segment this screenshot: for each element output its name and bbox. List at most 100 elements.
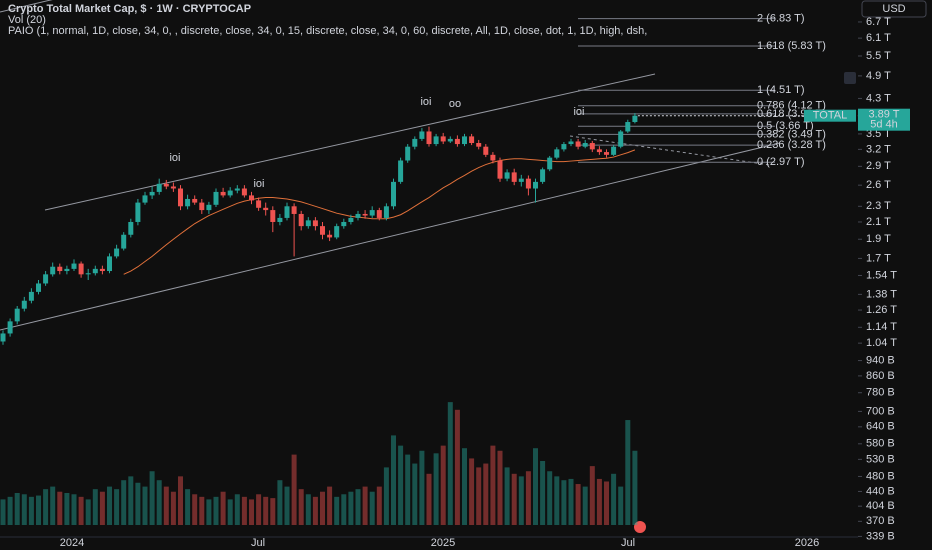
- y-tick-label: 1.26 T: [866, 304, 897, 316]
- candle-body: [249, 195, 254, 201]
- fib-label: 0.786 (4.12 T): [757, 100, 826, 112]
- volume-bar: [50, 486, 56, 525]
- volume-bar: [7, 496, 13, 525]
- candle-body: [78, 263, 84, 275]
- volume-bar: [447, 402, 453, 525]
- candle-body: [625, 122, 631, 132]
- volume-bar: [92, 489, 98, 525]
- settings-icon[interactable]: [844, 72, 856, 84]
- volume-bar: [412, 463, 418, 525]
- volume-bar: [213, 496, 219, 525]
- volume-bar: [611, 473, 617, 525]
- volume-bar: [547, 471, 553, 525]
- volume-bar: [107, 486, 112, 525]
- candle-body: [568, 141, 574, 145]
- volume-bar: [199, 496, 205, 525]
- volume-bar: [362, 486, 368, 525]
- event-icon[interactable]: [634, 521, 646, 533]
- y-tick-label: 370 B: [866, 515, 895, 527]
- volume-bar: [178, 476, 183, 525]
- volume-bar: [405, 454, 411, 525]
- volume-bar: [64, 493, 70, 525]
- candle-body: [14, 308, 20, 322]
- candle-body: [433, 136, 439, 145]
- candle-body: [0, 333, 6, 342]
- chart-title: Crypto Total Market Cap, $ · 1W · CRYPTO…: [8, 3, 251, 15]
- candle-body: [355, 213, 361, 218]
- volume-bar: [142, 486, 148, 525]
- candle-body: [107, 256, 112, 272]
- volume-bar: [426, 473, 432, 525]
- volume-bar: [43, 489, 49, 525]
- annotation: ioi: [253, 178, 264, 190]
- volume-bar: [383, 467, 389, 525]
- volume-bar: [241, 496, 247, 525]
- volume-bar: [149, 471, 155, 525]
- price-tag-bg: [858, 108, 910, 131]
- volume-bar: [163, 486, 169, 525]
- candle-body: [554, 149, 560, 158]
- volume-bar: [490, 445, 496, 525]
- candle-body: [462, 136, 467, 145]
- candle-body: [156, 183, 162, 192]
- candle-body: [21, 300, 27, 309]
- x-tick-label: 2024: [60, 537, 84, 549]
- volume-bar: [596, 478, 602, 525]
- y-tick-label: 2.3 T: [866, 200, 891, 212]
- candle-body: [121, 234, 127, 249]
- volume-bar: [185, 489, 191, 525]
- volume-bar: [327, 486, 333, 525]
- channel-top: [0, 0, 53, 13]
- candle-body: [57, 266, 63, 272]
- candle-body: [369, 210, 375, 216]
- candle-body: [483, 146, 489, 155]
- volume-bar: [21, 494, 27, 525]
- currency-button[interactable]: [861, 0, 927, 18]
- volume-bar: [419, 450, 425, 525]
- volume-bar: [454, 409, 460, 525]
- candle-body: [7, 321, 13, 334]
- volume-bar: [206, 499, 212, 525]
- volume-bar: [128, 476, 134, 525]
- volume-bar: [483, 463, 489, 525]
- fib-label: 1 (4.51 T): [757, 84, 805, 96]
- candle-body: [220, 191, 226, 196]
- candle-body: [92, 268, 98, 274]
- candle-body: [241, 188, 247, 196]
- candle-body: [327, 234, 333, 238]
- price-tag-name: TOTAL: [813, 110, 847, 122]
- candle-body: [43, 274, 49, 284]
- candle-body: [454, 138, 460, 145]
- candle-body: [277, 217, 283, 222]
- candle-body: [398, 160, 404, 182]
- y-tick-label: 1.14 T: [866, 321, 897, 333]
- volume-bar: [589, 466, 595, 525]
- candle-body: [36, 283, 41, 292]
- volume-bar: [476, 467, 482, 525]
- y-tick-label: 2.1 T: [866, 216, 891, 228]
- volume-bar: [462, 448, 467, 525]
- candle-body: [298, 213, 304, 227]
- annotation: ioi: [573, 106, 584, 118]
- candle-body: [362, 213, 368, 216]
- y-tick-label: 6.7 T: [866, 16, 891, 28]
- candle-body: [163, 183, 169, 187]
- indicator-paio: PAIO (1, normal, 1D, close, 34, 0, , dis…: [8, 25, 647, 37]
- volume-bar: [568, 478, 574, 525]
- volume-bar: [227, 499, 233, 525]
- y-tick-label: 3.2 T: [866, 143, 891, 155]
- volume-bar: [341, 494, 347, 525]
- candle-body: [611, 146, 617, 155]
- volume-bar: [249, 499, 254, 525]
- y-tick-label: 580 B: [866, 438, 895, 450]
- volume-bar: [57, 491, 63, 525]
- annotation: ioi: [169, 152, 180, 164]
- volume-bar: [28, 496, 34, 525]
- candle-body: [305, 220, 311, 227]
- candle-body: [64, 268, 70, 272]
- fib-label: 2 (6.83 T): [757, 13, 805, 25]
- volume-bar: [561, 480, 567, 525]
- candle-body: [518, 178, 524, 182]
- y-tick-label: 6.1 T: [866, 32, 891, 44]
